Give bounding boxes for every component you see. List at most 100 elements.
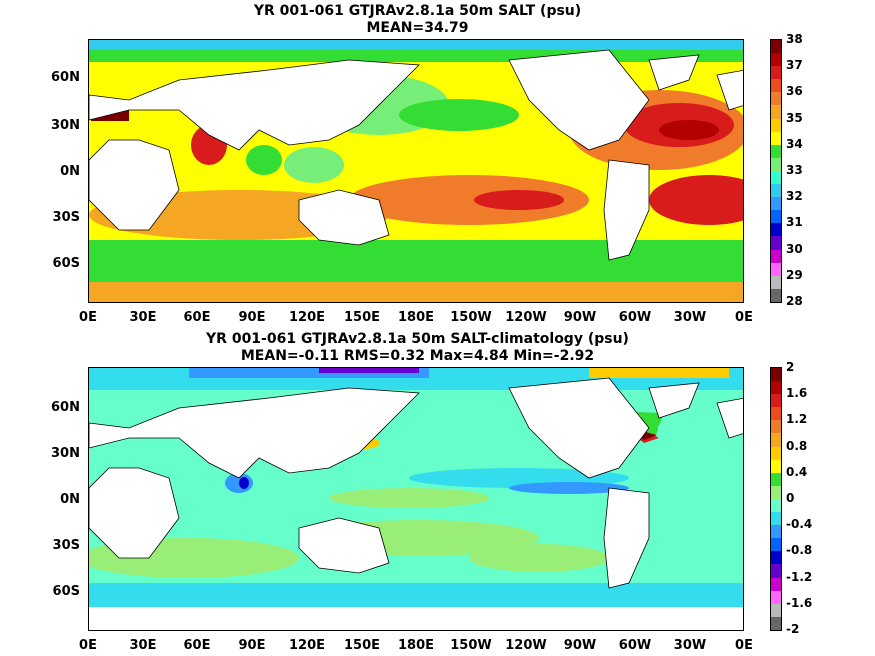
panel1-lat-label-30s: 30S [52, 210, 80, 225]
panel1-colorbar-swatch [771, 170, 781, 185]
panel2-lat-label-0n: 0N [60, 492, 80, 507]
panel1-colorbar-swatch [771, 53, 781, 67]
panel2-colorbar-tick-label: -1.2 [786, 569, 813, 584]
panel2-colorbar-swatch [771, 603, 781, 617]
panel2-lat-label-60s: 60S [52, 584, 80, 599]
panel2-lon-label: 30W [673, 638, 707, 653]
panel1-colorbar-swatch [771, 66, 781, 80]
panel1-colorbar-tick-label: 31 [786, 215, 803, 230]
panel2-lon-label: 90E [238, 638, 266, 653]
panel1-lon-label: 0E [735, 310, 753, 325]
panel1-colorbar-swatch [771, 157, 781, 171]
panel1-lat-label-30n: 30N [51, 118, 80, 133]
panel1-colorbar-tick-label: 35 [786, 110, 803, 125]
panel1-colorbar-tick-label: 34 [786, 136, 803, 151]
panel2-lon-label: 150E [343, 638, 381, 653]
panel2-colorbar-swatch [771, 577, 781, 591]
panel2-colorbar-tick-label: 1.6 [786, 386, 808, 401]
panel1-subtitle: MEAN=34.79 [366, 20, 469, 36]
panel1-map [88, 39, 744, 303]
panel2-lon-label: 60E [183, 638, 211, 653]
panel1-colorbar-swatch [771, 236, 781, 250]
panel1-colorbar-swatch [771, 197, 781, 211]
panel2-colorbar-tick-label: 2 [786, 360, 795, 374]
panel2-colorbar-swatch [771, 368, 781, 382]
panel1-colorbar-swatch [771, 131, 781, 145]
panel2-colorbar-swatch [771, 381, 781, 395]
panel1-lat-label-60n: 60N [51, 70, 80, 85]
panel1-colorbar-tick-label: 30 [786, 241, 803, 256]
panel1-lon-label: 120W [505, 310, 547, 325]
panel2-lon-label: 0E [79, 638, 97, 653]
panel1-lon-label: 90E [238, 310, 266, 325]
panel2-colorbar-swatch [771, 525, 781, 539]
panel2-subtitle: MEAN=-0.11 RMS=0.32 Max=4.84 Min=-2.92 [240, 348, 595, 364]
panel1-lon-label: 150E [343, 310, 381, 325]
panel2-colorbar-swatch [771, 394, 781, 408]
panel2-colorbar-swatch [771, 472, 781, 486]
panel1-colorbar-swatch [771, 79, 781, 93]
panel1-colorbar-swatch [771, 92, 781, 106]
panel1-colorbar-tick-label: 28 [786, 294, 803, 308]
panel1-lon-label: 60E [183, 310, 211, 325]
panel1-lon-label: 30W [673, 310, 707, 325]
panel1-colorbar-tick-label: 32 [786, 189, 803, 204]
panel2-colorbar-swatch [771, 551, 781, 565]
panel2-colorbar-swatch [771, 498, 781, 513]
panel2-lon-label: 180E [397, 638, 435, 653]
panel2-colorbar-swatch [771, 433, 781, 447]
panel2-lon-label: 0E [735, 638, 753, 653]
panel2-lat-label-30n: 30N [51, 446, 80, 461]
panel1-colorbar-swatch [771, 275, 781, 289]
panel2-lat-label-30s: 30S [52, 538, 80, 553]
panel1-lon-label: 0E [79, 310, 97, 325]
panel2-colorbar-tick-label: 0.4 [786, 464, 808, 479]
panel1-colorbar-tick-label: 29 [786, 267, 803, 282]
panel2-colorbar-tick-label: 1.2 [786, 412, 808, 427]
panel1-colorbar-tick-label: 33 [786, 163, 803, 177]
panel1-colorbar-swatch [771, 288, 781, 302]
panel1-colorbar-swatch [771, 184, 781, 198]
panel1-colorbar-swatch [771, 249, 781, 263]
panel2-colorbar-swatch [771, 459, 781, 473]
panel1-colorbar-swatch [771, 118, 781, 132]
panel2-lon-label: 120W [505, 638, 547, 653]
panel1-colorbar-swatch [771, 210, 781, 224]
panel1-colorbar-tick-label: 38 [786, 32, 803, 46]
panel2-title: YR 001-061 GTJRAv2.8.1a 50m SALT-climato… [206, 331, 629, 347]
panel1-colorbar-swatch [771, 144, 781, 158]
panel2-lon-label: 60W [618, 638, 652, 653]
panel2-colorbar-tick-label: -0.8 [786, 543, 813, 558]
panel2-colorbar-swatch [771, 616, 781, 630]
panel2-lon-label: 150W [450, 638, 492, 653]
panel2-lon-label: 90W [563, 638, 597, 653]
panel2-colorbar-tick-label: -0.4 [786, 517, 813, 532]
panel1-colorbar-swatch [771, 40, 781, 54]
panel1-colorbar-tick-label: 36 [786, 84, 803, 99]
panel1-lon-label: 120E [288, 310, 326, 325]
panel1-colorbar-swatch [771, 262, 781, 276]
panel2-colorbar-swatch [771, 590, 781, 604]
panel1-colorbar-tick-label: 37 [786, 58, 803, 73]
panel1-lon-label: 150W [450, 310, 492, 325]
panel2-colorbar-tick-label: -2 [786, 622, 800, 636]
panel2-colorbar-swatch [771, 485, 781, 499]
panel2-lon-label: 120E [288, 638, 326, 653]
panel1-lon-label: 180E [397, 310, 435, 325]
panel2-colorbar [770, 367, 782, 631]
panel1-colorbar [770, 39, 782, 303]
panel2-map [88, 367, 744, 631]
panel1-lon-label: 30E [129, 310, 157, 325]
panel2-colorbar-swatch [771, 407, 781, 421]
panel1-lon-label: 90W [563, 310, 597, 325]
panel2-colorbar-swatch [771, 538, 781, 552]
panel2-colorbar-swatch [771, 512, 781, 526]
panel2-colorbar-swatch [771, 564, 781, 578]
panel1-lat-label-0n: 0N [60, 164, 80, 179]
panel1-title: YR 001-061 GTJRAv2.8.1a 50m SALT (psu) [253, 3, 582, 19]
panel1-lon-label: 60W [618, 310, 652, 325]
panel1-colorbar-swatch [771, 105, 781, 119]
panel2-colorbar-tick-label: 0.8 [786, 438, 808, 453]
panel2-colorbar-swatch [771, 446, 781, 460]
panel2-colorbar-swatch [771, 420, 781, 434]
